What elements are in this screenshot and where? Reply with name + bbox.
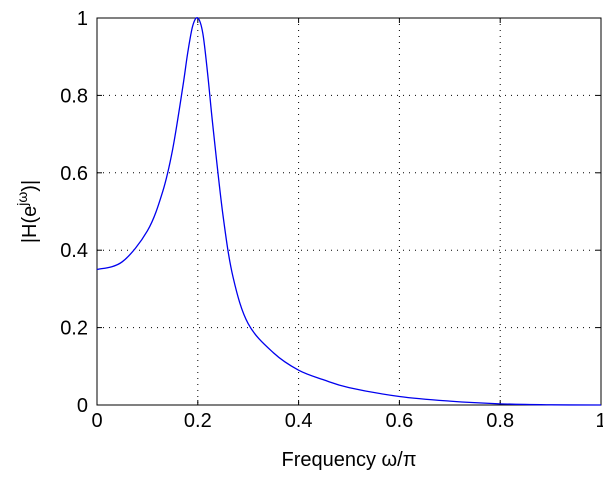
x-tick-label: 1 <box>595 410 603 432</box>
series-group <box>96 17 602 406</box>
x-tick-label: 0.8 <box>486 410 514 432</box>
y-tick-label: 0 <box>77 395 88 417</box>
y-tick-labels: 0 0.2 0.4 0.6 0.8 1 <box>60 8 88 417</box>
y-tick-label: 0.4 <box>60 240 88 262</box>
series-line <box>96 17 602 406</box>
x-tick-label: 0.2 <box>184 410 212 432</box>
x-tick-labels: 0 0.2 0.4 0.6 0.8 1 <box>91 410 603 432</box>
x-tick-label: 0 <box>91 410 102 432</box>
grid <box>97 18 601 405</box>
plot-frame <box>96 17 602 406</box>
y-axis-label: |H(ejω)| <box>14 180 41 243</box>
y-tick-label: 0.2 <box>60 318 88 340</box>
y-axis-label-group: |H(ejω)| <box>14 180 41 243</box>
x-tick-label: 0.4 <box>285 410 313 432</box>
y-tick-label: 0.6 <box>60 163 88 185</box>
x-axis-label: Frequency ω/π <box>281 449 416 471</box>
y-tick-label: 0.8 <box>60 85 88 107</box>
x-tick-label: 0.6 <box>385 410 413 432</box>
y-tick-label: 1 <box>77 8 88 30</box>
axis-ticks <box>96 17 602 406</box>
